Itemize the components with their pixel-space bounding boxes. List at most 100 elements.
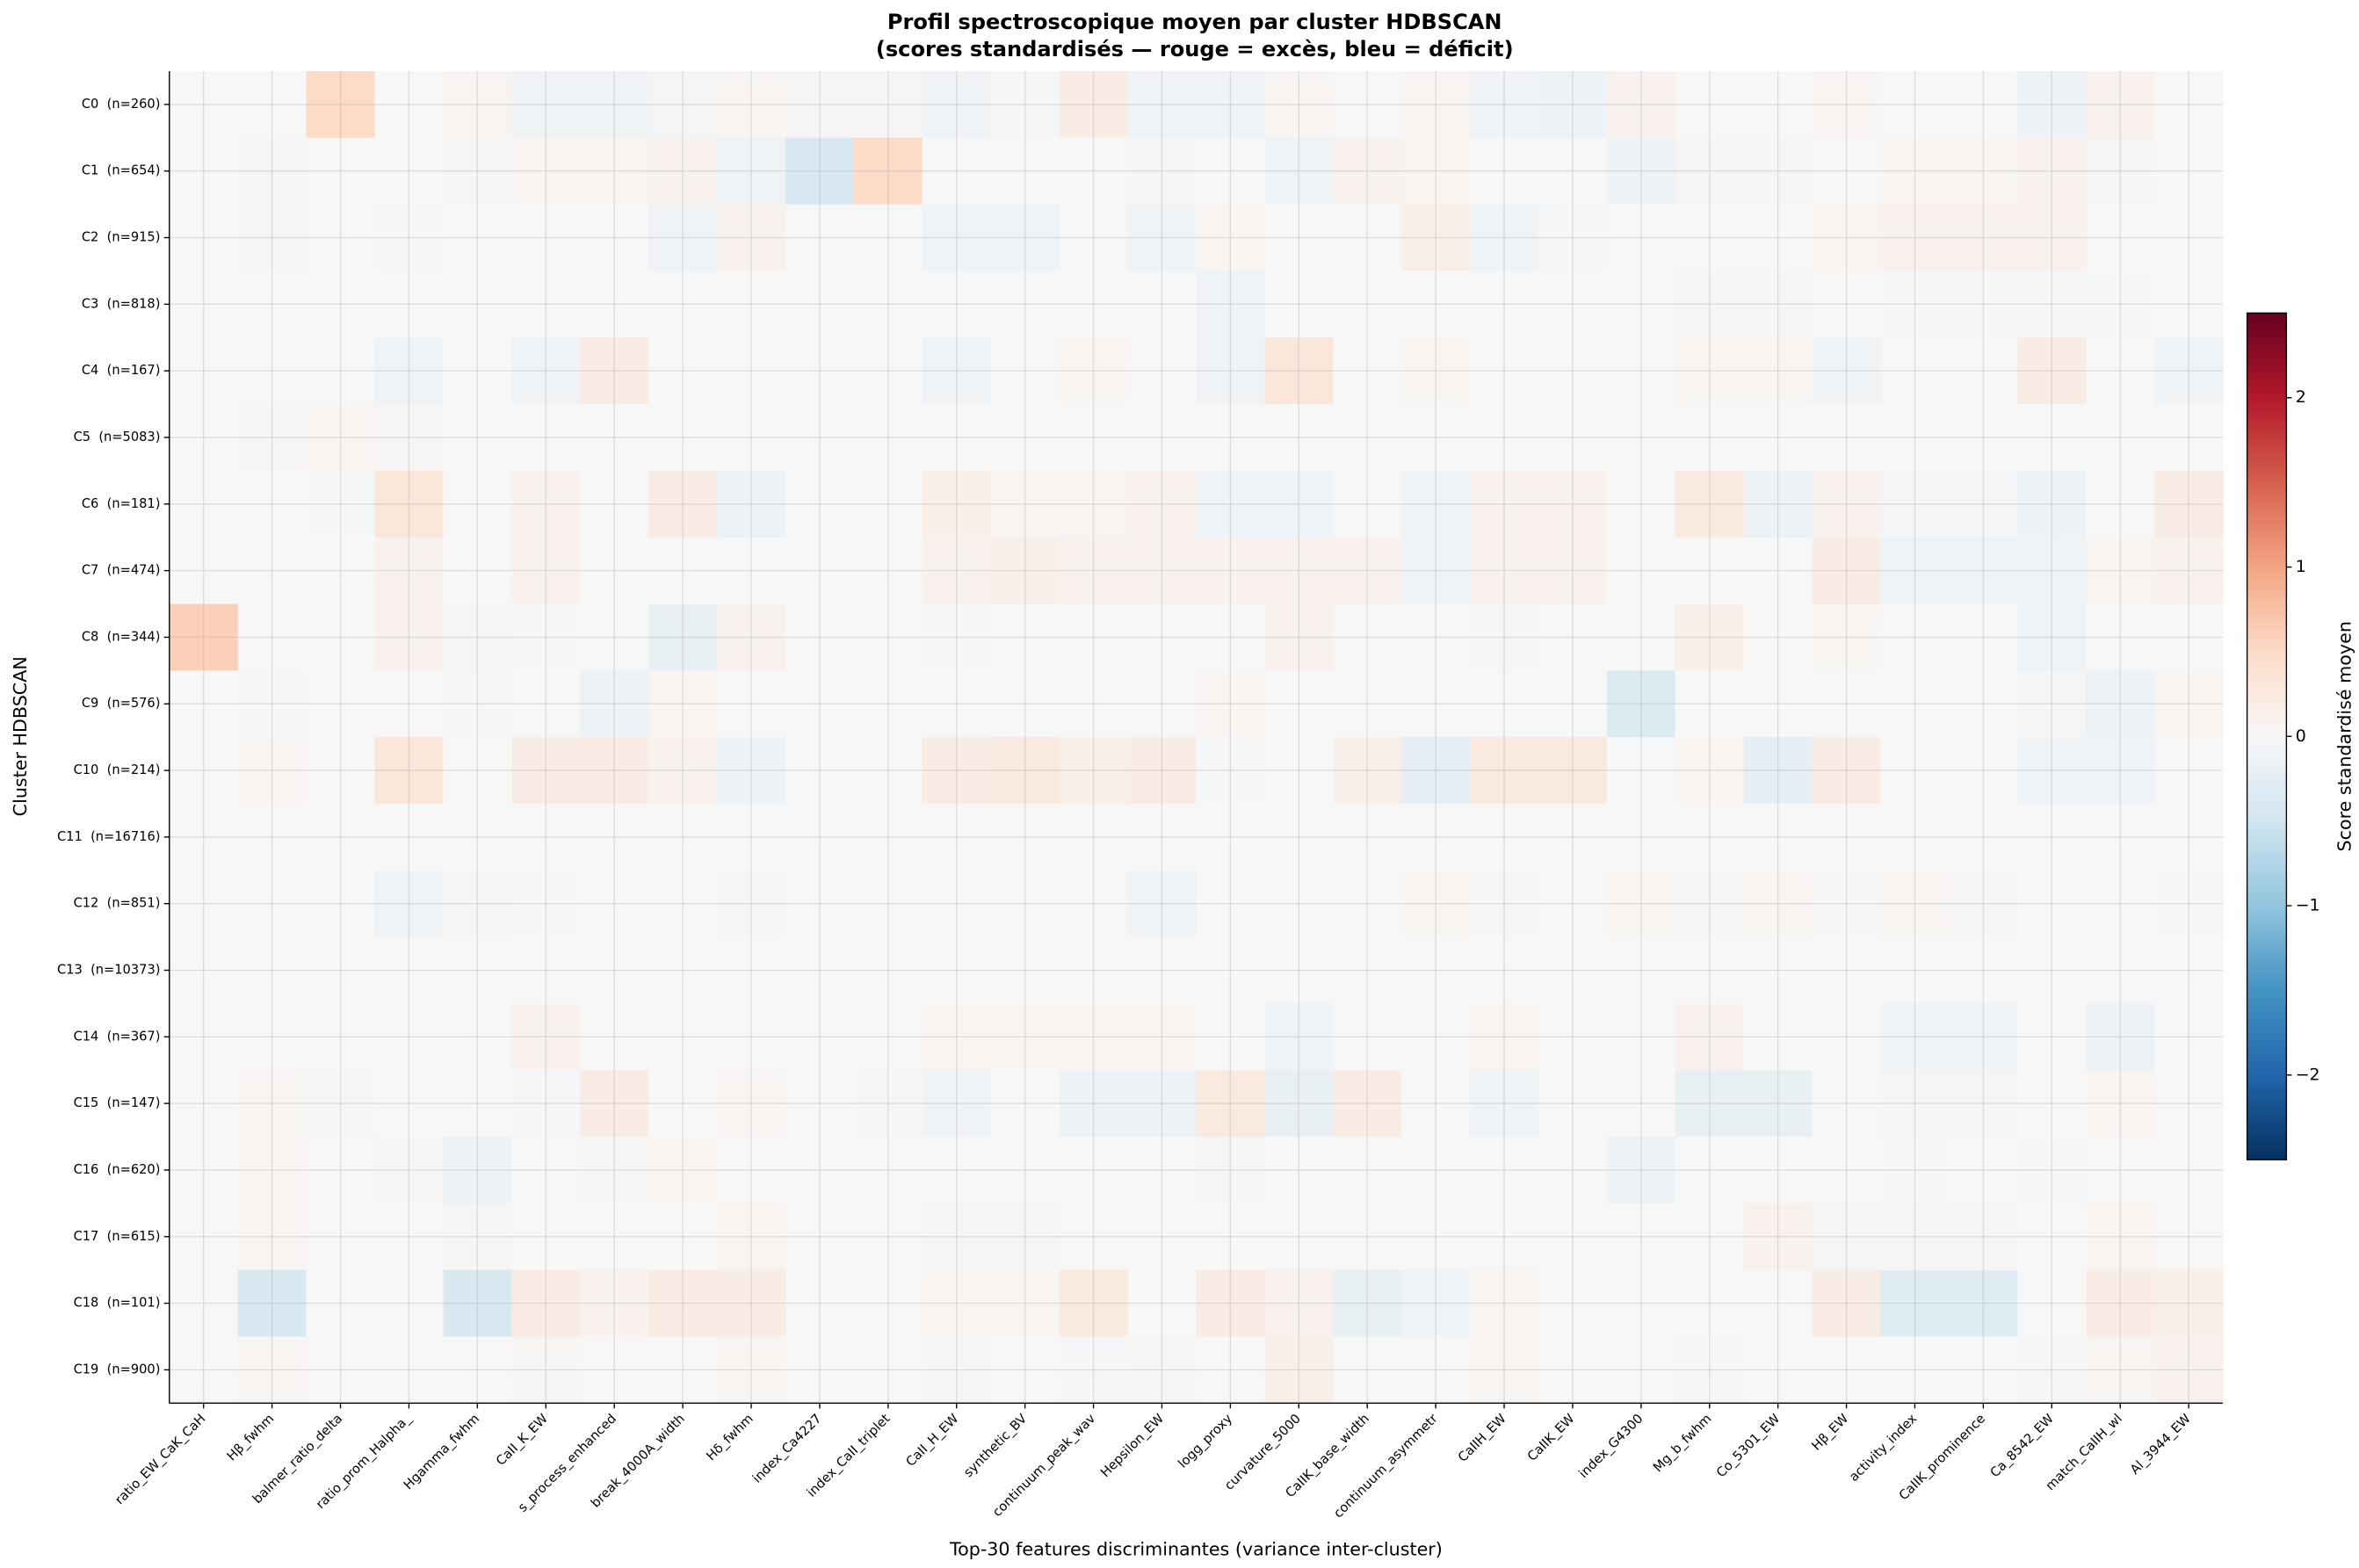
heatmap-cell <box>717 1003 786 1071</box>
heatmap-cell <box>237 137 308 206</box>
heatmap-cell <box>1196 1203 1266 1271</box>
heatmap-cell <box>717 70 786 139</box>
heatmap-cell <box>1401 1336 1471 1405</box>
heatmap-cell <box>169 603 239 672</box>
heatmap-cell <box>237 271 308 338</box>
heatmap-cell <box>853 1336 923 1405</box>
heatmap-cell <box>1538 70 1608 139</box>
heatmap-cell <box>1743 803 1813 871</box>
heatmap-cell <box>443 470 513 538</box>
heatmap-cell <box>717 1070 786 1138</box>
heatmap-cell <box>1470 70 1539 139</box>
heatmap-cell <box>1606 337 1676 405</box>
heatmap-cell <box>717 271 786 338</box>
colorbar-tick-label: 0 <box>2296 726 2306 746</box>
heatmap-cell <box>1949 404 2019 472</box>
heatmap-cell <box>580 204 649 272</box>
heatmap-cell <box>2086 936 2155 1005</box>
heatmap-cell <box>717 537 786 605</box>
heatmap-cell <box>1401 803 1471 871</box>
heatmap-cell <box>717 470 786 538</box>
heatmap-cell <box>1606 1003 1676 1071</box>
heatmap-cell <box>1812 204 1882 272</box>
heatmap-cell <box>374 1336 445 1405</box>
heatmap-cell <box>237 337 308 405</box>
x-tick-label: Al_3944_EW <box>2127 1411 2193 1477</box>
x-tick-label: activity_index <box>1847 1411 1921 1485</box>
colorbar-label: Score standardisé moyen <box>2334 621 2355 851</box>
heatmap-cell <box>1538 1070 1608 1138</box>
x-tick-label: Mg_b_fwhm <box>1651 1411 1715 1475</box>
heatmap-cell <box>1333 1203 1402 1271</box>
heatmap-cell <box>922 1336 992 1405</box>
heatmap-cell <box>922 204 992 272</box>
heatmap-cell <box>237 803 308 871</box>
heatmap-cell <box>1127 670 1198 738</box>
heatmap-cell <box>1538 271 1608 338</box>
heatmap-cell <box>1127 803 1198 871</box>
heatmap-cell <box>1470 404 1539 472</box>
heatmap-cell <box>1264 1137 1334 1204</box>
heatmap-cell <box>1127 271 1198 338</box>
heatmap-cell <box>1880 1203 1950 1271</box>
heatmap-cell <box>2154 1070 2224 1138</box>
heatmap-cell <box>1470 337 1539 405</box>
heatmap-cell <box>1812 1269 1882 1338</box>
heatmap-cell <box>2086 204 2155 272</box>
heatmap-cell <box>1127 1269 1198 1338</box>
heatmap-cell <box>1470 1336 1539 1405</box>
heatmap-cell <box>1264 1203 1334 1271</box>
heatmap-cell <box>1743 537 1813 605</box>
heatmap-cell <box>443 1336 513 1405</box>
heatmap-cell <box>1470 870 1539 938</box>
heatmap-cell <box>1196 1269 1266 1338</box>
heatmap-cell <box>374 603 445 672</box>
heatmap-cell <box>922 271 992 338</box>
heatmap-cell <box>1127 337 1198 405</box>
heatmap-cell <box>580 1070 649 1138</box>
heatmap-cell <box>1333 603 1402 672</box>
heatmap-cell <box>443 936 513 1005</box>
heatmap-cell <box>1470 537 1539 605</box>
heatmap-cell <box>990 137 1060 206</box>
heatmap-cell <box>1059 603 1129 672</box>
heatmap-cell <box>853 1203 923 1271</box>
heatmap-cell <box>2086 1137 2155 1204</box>
heatmap-cell <box>1264 1070 1334 1138</box>
heatmap-cell <box>922 803 992 871</box>
heatmap-cell <box>1196 1070 1266 1138</box>
heatmap-cell <box>2154 803 2224 871</box>
heatmap-cell <box>1401 936 1471 1005</box>
heatmap-cell <box>374 936 445 1005</box>
heatmap-cell <box>237 70 308 139</box>
heatmap-cell <box>1606 1137 1676 1204</box>
heatmap-cell <box>1606 1336 1676 1405</box>
heatmap-cell <box>1743 870 1813 938</box>
heatmap-cell <box>237 1070 308 1138</box>
y-tick-label: C7 (n=474) <box>82 563 161 578</box>
heatmap-cell <box>1606 271 1676 338</box>
heatmap-cell <box>374 204 445 272</box>
heatmap-cell <box>785 70 855 139</box>
heatmap-cell <box>2086 537 2155 605</box>
heatmap-cell <box>922 404 992 472</box>
heatmap-cell <box>511 404 581 472</box>
heatmap-cell <box>1401 1003 1471 1071</box>
heatmap-cell <box>1880 337 1950 405</box>
heatmap-cell <box>1949 1203 2019 1271</box>
heatmap-cell <box>1538 1003 1608 1071</box>
heatmap-cell <box>580 271 649 338</box>
heatmap-cell <box>2017 1003 2087 1071</box>
heatmap-cell <box>2017 1203 2087 1271</box>
heatmap-cell <box>1812 470 1882 538</box>
y-tick-label: C18 (n=101) <box>74 1296 161 1311</box>
heatmap-cell <box>443 204 513 272</box>
heatmap-cell <box>1059 870 1129 938</box>
heatmap-cell <box>1264 537 1334 605</box>
heatmap-cell <box>1538 803 1608 871</box>
heatmap-cell <box>1880 1070 1950 1138</box>
heatmap-cell <box>1470 1269 1539 1338</box>
heatmap-cell <box>1606 870 1676 938</box>
heatmap-cell <box>1333 670 1402 738</box>
heatmap-cell <box>169 204 239 272</box>
